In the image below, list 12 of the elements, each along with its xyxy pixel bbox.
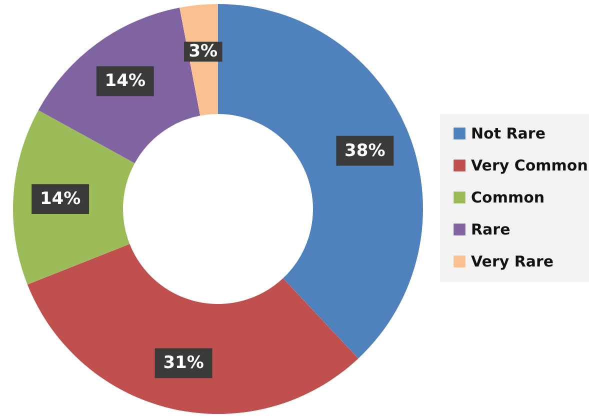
data-label: 31% bbox=[163, 353, 204, 374]
data-label: 38% bbox=[344, 140, 386, 161]
donut-slice bbox=[218, 4, 423, 358]
legend-label: Not Rare bbox=[471, 124, 546, 142]
data-label: 3% bbox=[188, 42, 218, 62]
legend-label: Rare bbox=[471, 220, 510, 238]
data-label: 14% bbox=[40, 189, 81, 210]
legend-label: Very Rare bbox=[471, 252, 554, 270]
legend-label: Very Common bbox=[471, 156, 588, 174]
data-label: 14% bbox=[104, 71, 146, 92]
donut-slice bbox=[27, 244, 358, 414]
legend-label: Common bbox=[471, 188, 545, 206]
